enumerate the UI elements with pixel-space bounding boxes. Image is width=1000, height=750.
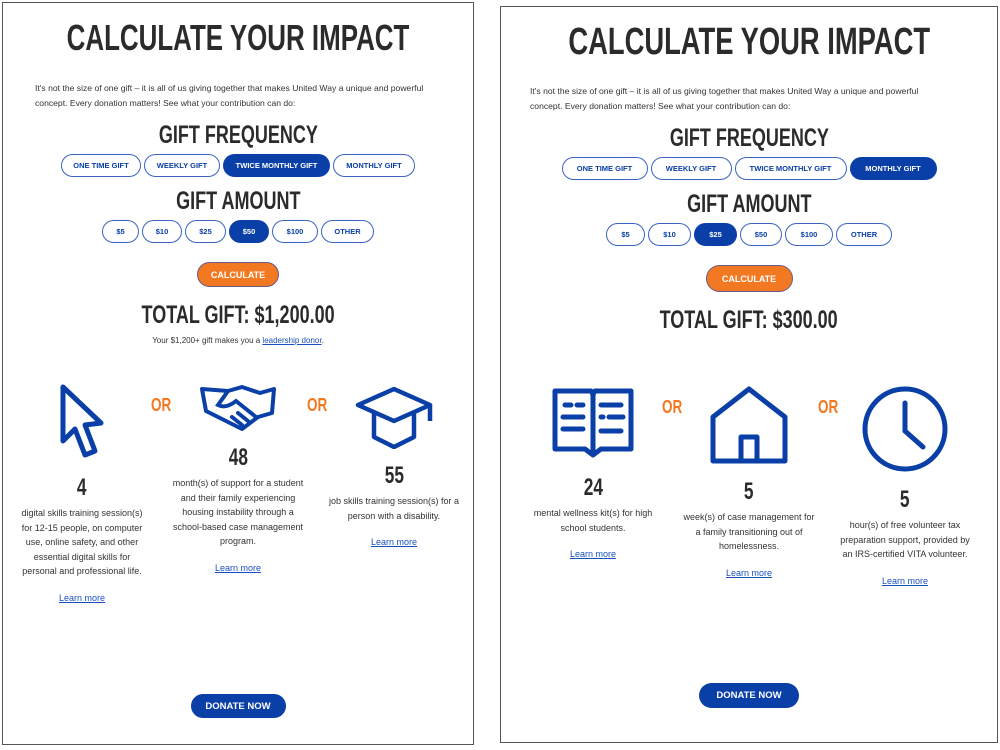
impact-number: 24 <box>583 474 603 501</box>
intro-text: It's not the size of one gift – it is al… <box>530 86 919 111</box>
leadership-note: Your $1,200+ gift makes you a leadership… <box>152 336 324 345</box>
gift-amount-heading: GIFT AMOUNT <box>175 187 301 215</box>
page-title: CALCULATE YOUR IMPACT <box>66 17 410 58</box>
note-text: Your $1,200+ gift makes you a <box>152 336 263 345</box>
impact-item: 4 digital skills training session(s) for … <box>16 383 148 603</box>
total-gift: TOTAL GIFT: $1,200.00 <box>141 301 335 329</box>
impact-number: 55 <box>384 462 404 489</box>
or-separator: OR <box>662 397 683 417</box>
impact-number: 48 <box>228 444 248 471</box>
impact-description: hour(s) of free volunteer tax preparatio… <box>840 520 970 559</box>
graduation-cap-icon <box>354 383 434 454</box>
frequency-option-weekly-gift[interactable]: WEEKLY GIFT <box>144 154 220 177</box>
calculate-button[interactable]: CALCULATE <box>705 265 793 292</box>
donate-now-button[interactable]: DONATE NOW <box>699 683 799 708</box>
house-icon <box>709 385 789 470</box>
frequency-option-monthly-gift[interactable]: MONTHLY GIFT <box>333 154 415 177</box>
cursor-icon <box>57 383 107 466</box>
clock-icon <box>861 385 949 478</box>
book-icon <box>551 385 635 466</box>
frequency-option-twice-monthly-gift[interactable]: TWICE MONTHLY GIFT <box>223 154 330 177</box>
gift-amount-heading: GIFT AMOUNT <box>686 190 812 218</box>
learn-more-link[interactable]: Learn more <box>214 562 262 573</box>
impact-number: 4 <box>77 474 87 501</box>
impact-calculator-panel-right: CALCULATE YOUR IMPACT It's not the size o… <box>500 6 998 743</box>
impact-calculator-panel-left: CALCULATE YOUR IMPACT It's not the size o… <box>2 2 474 745</box>
amount-option-100[interactable]: $100 <box>272 220 318 243</box>
gift-frequency-heading: GIFT FREQUENCY <box>158 121 318 149</box>
note-suffix: . <box>321 336 324 345</box>
impact-item: 24 mental wellness kit(s) for high school… <box>527 385 659 586</box>
gift-frequency-options: ONE TIME GIFT WEEKLY GIFT TWICE MONTHLY GI… <box>61 154 415 177</box>
amount-option-10[interactable]: $10 <box>142 220 182 243</box>
donate-now-button[interactable]: DONATE NOW <box>190 694 286 718</box>
learn-more-link[interactable]: Learn more <box>569 549 617 559</box>
impact-item: 5 hour(s) of free volunteer tax preparati… <box>839 385 971 586</box>
gift-frequency-heading: GIFT FREQUENCY <box>669 124 829 152</box>
amount-option-5[interactable]: $5 <box>606 223 645 246</box>
amount-option-other[interactable]: OTHER <box>836 223 892 246</box>
impact-description: job skills training session(s) for a per… <box>328 496 460 521</box>
impact-item: 5 week(s) of case management for a family… <box>683 385 815 586</box>
leadership-donor-link[interactable]: leadership donor <box>262 336 322 345</box>
page-title: CALCULATE YOUR IMPACT <box>568 21 930 63</box>
impact-item: 48 month(s) of support for a student and … <box>172 383 304 603</box>
impact-description: week(s) of case management for a family … <box>683 512 815 551</box>
amount-option-5[interactable]: $5 <box>102 220 139 243</box>
or-separator: OR <box>818 397 839 417</box>
impact-description: mental wellness kit(s) for high school s… <box>533 508 653 533</box>
impact-results: 24 mental wellness kit(s) for high school… <box>501 385 997 586</box>
frequency-option-monthly-gift[interactable]: MONTHLY GIFT <box>849 157 937 180</box>
calculate-button[interactable]: CALCULATE <box>197 262 279 287</box>
amount-option-100[interactable]: $100 <box>785 223 833 246</box>
amount-option-10[interactable]: $10 <box>648 223 691 246</box>
or-separator: OR <box>151 395 172 415</box>
frequency-option-one-time-gift[interactable]: ONE TIME GIFT <box>61 154 141 177</box>
learn-more-link[interactable]: Learn more <box>370 537 418 547</box>
impact-description: month(s) of support for a student and th… <box>172 478 304 546</box>
intro-text: It's not the size of one gift – it is al… <box>35 83 424 108</box>
handshake-icon <box>198 383 278 436</box>
learn-more-link[interactable]: Learn more <box>58 592 106 603</box>
or-separator: OR <box>307 395 328 415</box>
amount-option-25[interactable]: $25 <box>694 223 737 246</box>
learn-more-link[interactable]: Learn more <box>881 575 929 586</box>
frequency-option-twice-monthly-gift[interactable]: TWICE MONTHLY GIFT <box>734 157 847 180</box>
frequency-option-weekly-gift[interactable]: WEEKLY GIFT <box>650 157 732 180</box>
amount-option-50[interactable]: $50 <box>229 220 269 243</box>
amount-option-other[interactable]: OTHER <box>321 220 374 243</box>
gift-frequency-options: ONE TIME GIFT WEEKLY GIFT TWICE MONTHLY GI… <box>561 157 937 180</box>
amount-option-50[interactable]: $50 <box>740 223 782 246</box>
impact-number: 5 <box>900 486 910 513</box>
gift-amount-options: $5 $10 $25 $50 $100 OTHER <box>606 223 892 246</box>
amount-option-25[interactable]: $25 <box>185 220 226 243</box>
impact-results: 4 digital skills training session(s) for … <box>3 383 473 603</box>
impact-description: digital skills training session(s) for 1… <box>21 508 143 576</box>
learn-more-link[interactable]: Learn more <box>725 567 773 578</box>
total-gift: TOTAL GIFT: $300.00 <box>659 306 839 334</box>
gift-amount-options: $5 $10 $25 $50 $100 OTHER <box>102 220 374 243</box>
impact-item: 55 job skills training session(s) for a p… <box>328 383 460 603</box>
frequency-option-one-time-gift[interactable]: ONE TIME GIFT <box>561 157 648 180</box>
impact-number: 5 <box>744 478 754 505</box>
